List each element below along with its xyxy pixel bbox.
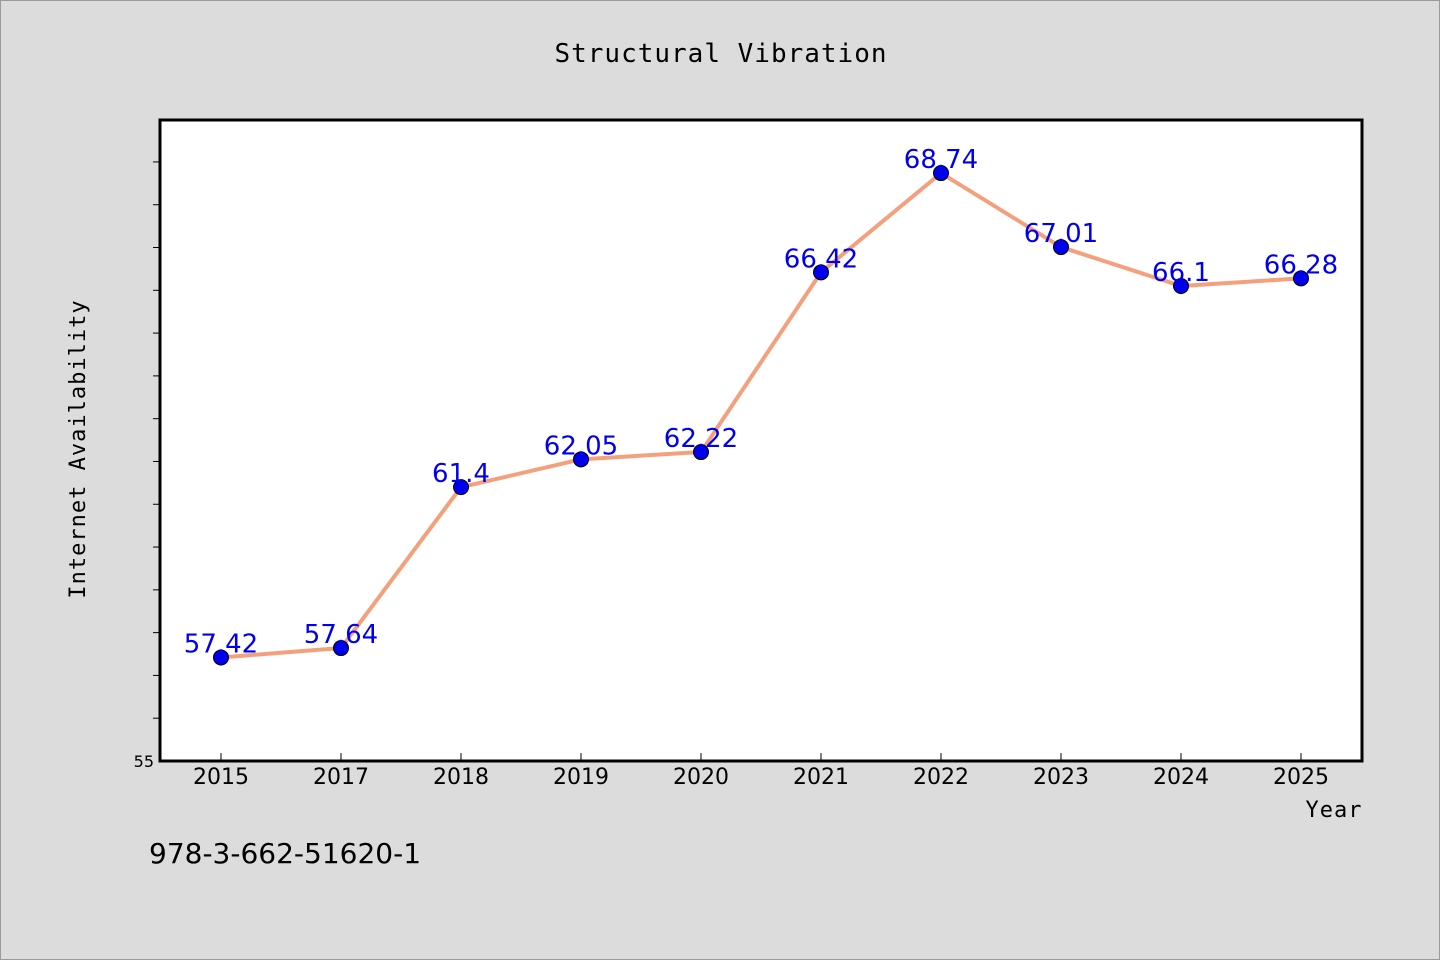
data-point [1293, 270, 1309, 287]
chart-title: Structural Vibration [554, 39, 887, 69]
data-label: 68.74 [904, 145, 978, 175]
data-point [453, 479, 469, 496]
x-tick-label: 2022 [913, 765, 969, 790]
series-layer [220, 171, 1302, 660]
x-tick-label: 2021 [793, 765, 849, 790]
x-tick-label: 2019 [553, 765, 609, 790]
data-label-layer: 57.42 57.64 61.4 62.05 62.22 66.42 68.74 67.01 6… [184, 145, 1338, 659]
data-point [693, 444, 709, 461]
x-tick-label: 2024 [1153, 765, 1209, 790]
x-tick-label: 2020 [673, 765, 729, 790]
data-point [1053, 239, 1069, 256]
y-axis-label: Internet Availability [66, 299, 91, 598]
data-label: 66.42 [784, 244, 858, 274]
data-label: 66.28 [1264, 250, 1338, 280]
data-point [573, 451, 589, 468]
data-label: 62.05 [544, 431, 618, 461]
data-label: 67.01 [1024, 219, 1098, 249]
x-tick-label: 2017 [313, 765, 369, 790]
data-label: 57.64 [304, 620, 378, 650]
y-axis-ticks: 55 [134, 161, 160, 771]
data-point [333, 640, 349, 657]
data-label: 57.42 [184, 629, 258, 659]
data-point [813, 264, 829, 281]
data-label: 62.22 [664, 424, 738, 454]
marker-layer [213, 165, 1309, 666]
data-label: 66.1 [1152, 258, 1210, 288]
isbn-note: 978-3-662-51620-1 [149, 837, 421, 870]
data-point [1173, 278, 1189, 295]
x-axis-ticks: 2015 2017 2018 2019 2020 2021 2022 2023 2024 2025 [193, 753, 1329, 790]
x-tick-label: 2025 [1273, 765, 1329, 790]
series-line [220, 171, 1302, 660]
x-axis-label: Year [1306, 798, 1363, 823]
data-point [933, 165, 949, 182]
y-tick-label: 55 [134, 752, 154, 771]
plot-area [158, 118, 1364, 763]
data-label: 61.4 [432, 459, 490, 489]
x-tick-label: 2018 [433, 765, 489, 790]
data-point [213, 649, 229, 666]
x-tick-label: 2023 [1033, 765, 1089, 790]
x-tick-label: 2015 [193, 765, 249, 790]
